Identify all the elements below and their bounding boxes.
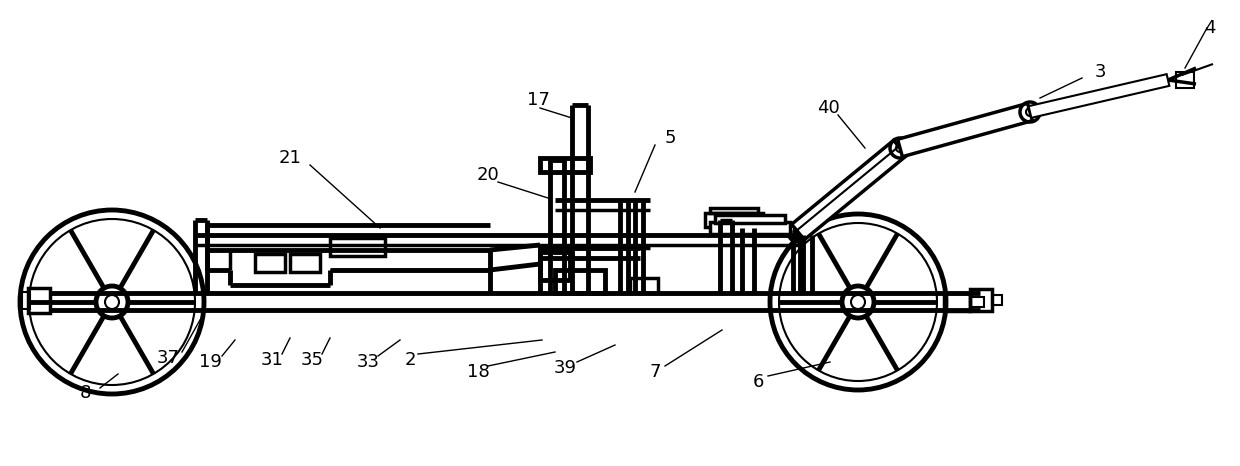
Text: 17: 17 [527, 91, 549, 109]
Bar [22, 292, 30, 309]
Text: 3: 3 [1094, 63, 1106, 81]
Bar [290, 254, 320, 272]
Bar [715, 215, 785, 223]
Bar [711, 222, 790, 234]
Text: 6: 6 [753, 373, 764, 391]
Bar [330, 238, 384, 256]
Bar [630, 278, 658, 293]
Bar [255, 254, 285, 272]
Text: 2: 2 [404, 351, 415, 369]
Bar [556, 270, 605, 293]
Text: 5: 5 [665, 129, 676, 147]
Text: 31: 31 [260, 351, 284, 369]
Bar [992, 295, 1002, 305]
Text: 37: 37 [156, 349, 180, 367]
Bar [711, 208, 758, 213]
Bar [1176, 72, 1194, 88]
Circle shape [794, 228, 802, 236]
Text: 35: 35 [300, 351, 324, 369]
Text: 20: 20 [476, 166, 500, 184]
Text: 4: 4 [1204, 19, 1215, 37]
Text: 18: 18 [466, 363, 490, 381]
Bar [29, 288, 50, 313]
Polygon shape [898, 103, 1033, 157]
Text: 21: 21 [279, 149, 301, 167]
Bar [944, 293, 970, 311]
Text: 40: 40 [817, 99, 839, 117]
Bar [706, 213, 763, 227]
Text: 8: 8 [79, 384, 91, 402]
Bar [970, 297, 985, 307]
Polygon shape [791, 140, 906, 240]
Text: 39: 39 [553, 359, 577, 377]
Text: 7: 7 [650, 363, 661, 381]
Bar [539, 252, 570, 280]
Text: 19: 19 [198, 353, 222, 371]
Bar [539, 158, 590, 172]
Text: 33: 33 [357, 353, 379, 371]
Polygon shape [1029, 74, 1169, 118]
Bar [970, 289, 992, 311]
